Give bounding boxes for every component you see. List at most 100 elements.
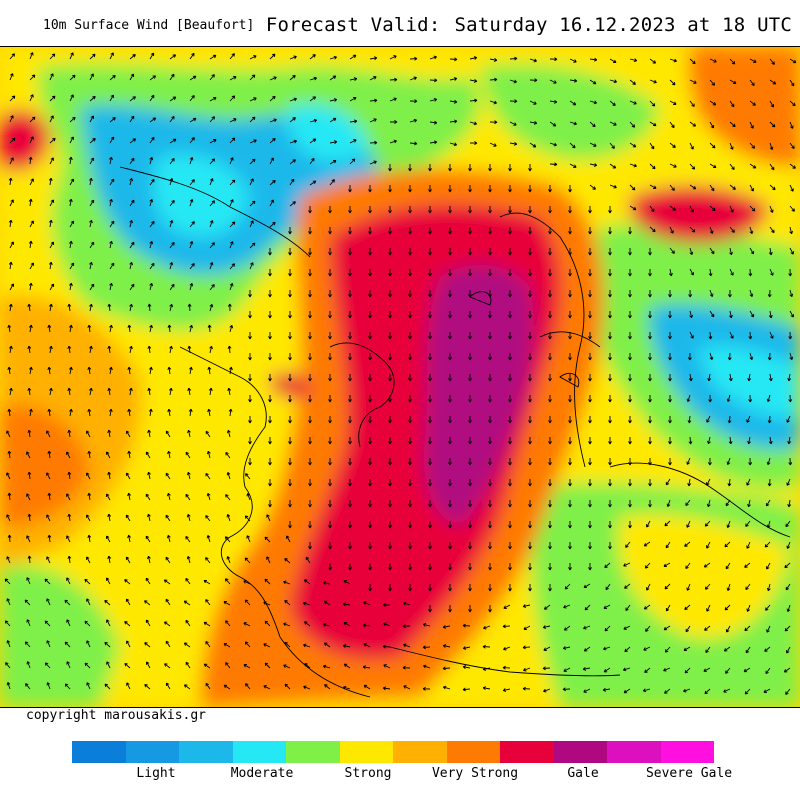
wind-vector xyxy=(9,137,16,144)
wind-vector xyxy=(442,685,451,690)
wind-vector xyxy=(67,303,72,312)
wind-vector xyxy=(468,437,472,445)
wind-vector xyxy=(749,163,757,169)
wind-vector xyxy=(147,387,152,396)
wind-vector xyxy=(408,290,412,298)
wind-vector xyxy=(343,580,351,585)
wind-vector xyxy=(368,521,372,529)
wind-vector xyxy=(766,583,771,592)
wind-vector xyxy=(488,458,492,466)
wind-vector xyxy=(369,56,378,61)
wind-vector xyxy=(568,374,572,382)
wind-vector xyxy=(308,311,312,319)
wind-vector xyxy=(167,450,171,459)
wind-vector xyxy=(244,557,251,564)
wind-vector xyxy=(769,58,775,65)
wind-vector xyxy=(308,542,312,550)
legend-swatch xyxy=(232,741,286,763)
wind-vector xyxy=(244,599,251,606)
wind-vector xyxy=(528,269,532,277)
wind-vector xyxy=(8,261,13,270)
wind-vector xyxy=(468,290,472,298)
wind-vector xyxy=(628,311,632,319)
wind-vector xyxy=(189,179,195,186)
wind-vector xyxy=(769,121,776,128)
wind-map[interactable] xyxy=(0,46,800,708)
wind-vector xyxy=(309,96,317,102)
wind-vector xyxy=(588,479,592,487)
wind-vector xyxy=(409,76,417,81)
legend-swatch xyxy=(500,741,554,763)
wind-vector xyxy=(687,478,692,487)
legend-label: Light xyxy=(136,766,176,781)
wind-vector xyxy=(107,429,112,438)
wind-vector xyxy=(89,95,96,102)
wind-vector xyxy=(209,284,215,291)
wind-vector xyxy=(563,625,571,631)
wind-vector xyxy=(709,226,714,234)
wind-vector xyxy=(263,685,271,690)
wind-vector xyxy=(428,164,432,172)
wind-vector xyxy=(448,479,452,487)
wind-vector xyxy=(689,205,694,213)
wind-vector xyxy=(644,667,651,673)
wind-vector xyxy=(509,79,517,84)
wind-vector xyxy=(789,163,796,169)
wind-vector xyxy=(588,353,592,361)
wind-vector xyxy=(687,352,692,361)
wind-vector xyxy=(328,290,332,298)
wind-vector xyxy=(709,289,714,297)
wind-vector xyxy=(209,200,216,207)
wind-vector xyxy=(683,688,691,693)
wind-vector xyxy=(229,95,236,102)
wind-vector xyxy=(749,205,756,212)
wind-vector xyxy=(763,688,771,693)
wind-vector xyxy=(788,457,793,466)
wind-vector xyxy=(709,121,715,129)
wind-vector xyxy=(408,164,412,172)
wind-vector xyxy=(508,374,512,382)
wind-vector xyxy=(66,535,71,543)
wind-vector xyxy=(563,604,571,609)
wind-vector xyxy=(308,458,312,466)
wind-vector xyxy=(629,100,637,105)
wind-vector xyxy=(309,138,317,144)
wind-vector xyxy=(368,227,372,235)
wind-vector xyxy=(288,374,292,382)
wind-vector xyxy=(68,198,73,207)
wind-vector xyxy=(666,499,671,507)
wind-vector xyxy=(388,521,392,529)
wind-vector xyxy=(428,374,432,382)
wind-vector xyxy=(665,478,671,486)
wind-vector xyxy=(428,437,432,445)
wind-vector xyxy=(789,247,794,255)
wind-vector xyxy=(243,580,251,585)
wind-vector xyxy=(549,99,558,104)
wind-vector xyxy=(229,76,237,81)
wind-vector xyxy=(562,646,571,650)
wind-vector xyxy=(229,53,235,60)
wind-vector xyxy=(623,562,631,567)
wind-vector xyxy=(623,625,631,630)
wind-vector xyxy=(703,667,711,672)
wind-vector xyxy=(129,157,135,165)
wind-vector xyxy=(243,622,251,627)
wind-vector xyxy=(766,520,771,529)
wind-vector xyxy=(765,604,771,611)
wind-vector xyxy=(368,542,372,550)
wind-vector xyxy=(649,205,655,213)
wind-vector xyxy=(129,303,133,312)
wind-vector xyxy=(608,500,612,508)
wind-vector xyxy=(664,583,671,590)
wind-vector xyxy=(227,303,232,312)
wind-vector xyxy=(402,624,411,629)
wind-vector xyxy=(348,269,352,277)
wind-vector xyxy=(268,248,272,256)
wind-vector xyxy=(766,562,771,570)
wind-vector xyxy=(729,268,734,276)
wind-vector xyxy=(508,416,512,424)
wind-vector xyxy=(349,97,357,102)
wind-vector xyxy=(548,374,552,382)
wind-vector xyxy=(468,206,472,214)
wind-vector xyxy=(629,121,636,128)
